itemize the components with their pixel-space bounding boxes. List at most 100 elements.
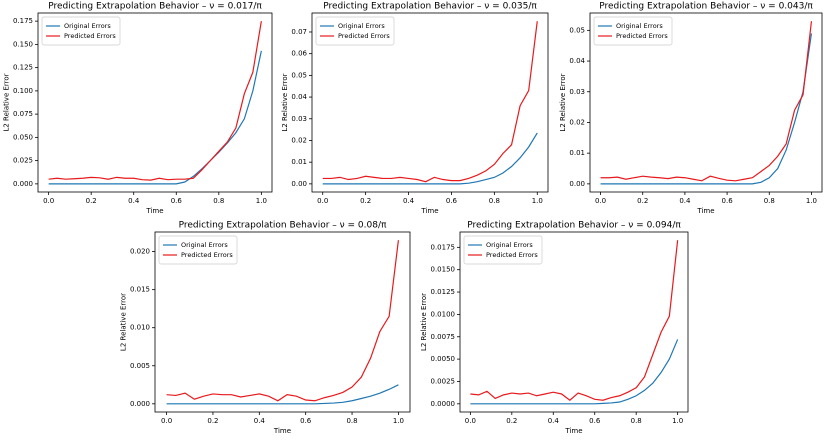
x-tick-label: 0.4 [128,197,140,205]
y-tick-label: 0.07 [291,28,307,36]
y-tick-label: 0.00 [291,180,307,188]
y-axis-label: L2 Relative Error [3,73,11,131]
legend-label: Predicted Errors [486,251,538,259]
x-tick-label: 0.0 [317,197,328,205]
y-tick-label: 0.05 [291,71,307,79]
series-line [322,21,538,183]
y-tick-label: 0.0050 [431,355,456,363]
y-tick-label: 0.06 [291,50,307,58]
y-tick-label: 0.05 [569,26,585,34]
x-tick-label: 0.0 [465,417,476,425]
x-tick-label: 0.0 [43,197,54,205]
plot-area [459,231,689,413]
y-tick-label: 0.04 [569,57,585,65]
y-tick-label: 0.03 [569,88,585,96]
x-tick-label: 0.2 [86,197,97,205]
y-tick-label: 0.150 [13,40,33,48]
subplot: Predicting Extrapolation Behavior – ν = … [120,221,411,435]
legend-label: Original Errors [616,22,663,30]
x-axis-label: Time [145,207,163,215]
x-tick-label: 1.0 [532,197,543,205]
x-tick-label: 0.4 [403,197,415,205]
y-tick-label: 0.175 [13,17,33,25]
plot-area [154,231,411,413]
series-line [48,21,262,181]
legend-label: Predicted Errors [181,251,233,259]
legend-box [41,16,121,46]
y-tick-label: 0.020 [130,248,150,256]
x-tick-label: 0.2 [506,417,517,425]
legend-label: Predicted Errors [64,32,116,40]
series-line [166,384,399,405]
y-tick-label: 0.0150 [431,266,456,274]
x-tick-label: 0.6 [171,197,183,205]
plot-area [311,12,549,193]
y-tick-label: 0.02 [291,136,307,144]
x-tick-label: 0.6 [589,417,601,425]
legend-box [315,16,395,46]
legend-label: Original Errors [338,22,385,30]
series-line [600,33,813,185]
y-tick-label: 0.000 [130,400,150,408]
series-line [48,50,262,185]
y-tick-label: 0.01 [569,149,585,157]
x-tick-label: 0.8 [489,197,500,205]
x-tick-label: 1.0 [806,197,817,205]
legend-box [158,235,238,265]
legend-label: Predicted Errors [616,32,668,40]
legend-box [463,235,543,265]
x-axis-label: Time [420,207,438,215]
x-tick-label: 1.0 [256,197,267,205]
plot-area [589,12,823,193]
series-line [470,240,679,402]
legend-label: Original Errors [64,22,111,30]
x-tick-label: 0.6 [722,197,734,205]
chart-title: Predicting Extrapolation Behavior – ν = … [467,221,681,231]
x-tick-label: 0.6 [446,197,458,205]
x-tick-label: 0.2 [207,417,218,425]
y-tick-label: 0.03 [291,115,307,123]
x-tick-label: 0.8 [631,417,642,425]
x-tick-label: 0.0 [161,417,172,425]
chart-title: Predicting Extrapolation Behavior – ν = … [179,221,387,231]
y-tick-label: 0.0100 [431,310,456,318]
y-tick-label: 0.000 [13,180,33,188]
chart-title: Predicting Extrapolation Behavior – ν = … [48,2,262,12]
y-tick-label: 0.04 [291,93,307,101]
x-tick-label: 0.2 [637,197,648,205]
series-line [470,339,679,405]
legend-label: Original Errors [181,241,228,249]
x-axis-label: Time [696,207,714,215]
series-line [322,132,538,185]
y-axis-label: L2 Relative Error [120,293,128,351]
y-tick-label: 0.025 [13,157,33,165]
y-tick-label: 0.015 [130,286,150,294]
x-tick-label: 0.8 [346,417,357,425]
x-tick-label: 0.4 [254,417,266,425]
y-tick-label: 0.02 [569,118,585,126]
y-axis-label: L2 Relative Error [559,73,567,131]
y-axis-label: L2 Relative Error [281,73,289,131]
x-tick-label: 0.2 [360,197,371,205]
y-tick-label: 0.125 [13,64,33,72]
series-line [600,21,813,182]
legend-label: Original Errors [486,241,533,249]
y-tick-label: 0.050 [13,133,33,141]
y-tick-label: 0.0125 [431,288,456,296]
x-tick-label: 0.8 [764,197,775,205]
y-tick-label: 0.0075 [431,333,456,341]
y-tick-label: 0.00 [569,180,585,188]
y-tick-label: 0.0025 [431,377,456,385]
y-tick-label: 0.0175 [431,243,456,251]
x-tick-label: 0.4 [548,417,560,425]
y-axis-label: L2 Relative Error [420,293,428,351]
subplot: Predicting Extrapolation Behavior – ν = … [281,2,549,215]
y-tick-label: 0.075 [13,110,33,118]
x-tick-label: 0.6 [300,417,312,425]
x-tick-label: 0.8 [213,197,224,205]
plot-area [37,12,273,193]
legend-box [593,16,673,46]
legend-label: Predicted Errors [338,32,390,40]
subplot: Predicting Extrapolation Behavior – ν = … [3,2,273,215]
